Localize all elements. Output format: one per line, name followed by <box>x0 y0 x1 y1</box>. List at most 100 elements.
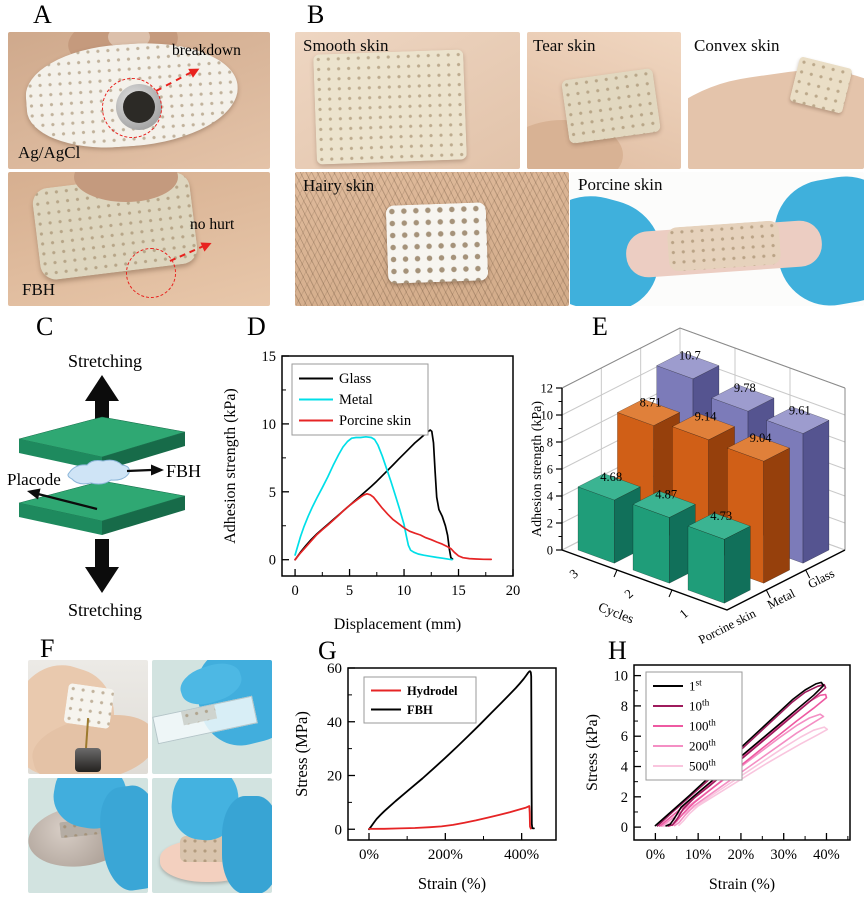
x-tick-label: 30% <box>770 847 797 863</box>
x-tick-label: 200% <box>428 847 463 863</box>
down-arrow-head <box>85 567 119 593</box>
x-tick-label: 400% <box>504 847 539 863</box>
chart-H-svg: 0% 10% 20% 30% 40% 0 2 4 6 8 10 Strain (%) Stress (k… <box>584 664 851 893</box>
bar-value-label: 10.7 <box>679 349 701 363</box>
y-tick-label: 10 <box>262 417 277 433</box>
no-hurt-annotation-text: no hurt <box>190 216 235 233</box>
stretching-bottom-label: Stretching <box>68 600 142 620</box>
photo-tear-skin: Tear skin <box>527 32 681 169</box>
z-tick-label: 0 <box>547 544 553 558</box>
photo-weight-hanging <box>28 660 148 774</box>
y-axis-label: Stress (MPa) <box>292 711 311 797</box>
series-metal-line <box>294 435 453 561</box>
photo-hairy-skin: Hairy skin <box>295 172 569 306</box>
breakdown-annotation-text: breakdown <box>172 42 241 59</box>
photo-fbh-patch: no hurt FBH <box>8 172 270 306</box>
material-tick-label: Metal <box>765 586 798 612</box>
device-demo-photo-grid <box>28 660 272 893</box>
cycles-axis-label: Cycles <box>596 599 636 626</box>
chart-E-svg: 0 2 4 6 8 10 12 Adhesion strength (kPa) 3 2 1 Cycle… <box>530 327 846 647</box>
breakdown-annotation-circle <box>102 78 162 138</box>
photo-caption-hairy-skin: Hairy skin <box>303 176 375 195</box>
y-tick-label: 6 <box>621 729 628 745</box>
panel-a-label: A <box>33 0 52 29</box>
panel-d-label: D <box>247 312 266 341</box>
y-tick-label: 5 <box>269 485 276 501</box>
fbh-film-label: FBH <box>166 461 201 481</box>
bar-value-label: 4.87 <box>655 487 677 501</box>
z-tick-label: 12 <box>541 382 554 396</box>
down-arrow-shaft <box>95 539 109 569</box>
series-hydrodel-line <box>368 805 532 830</box>
y-axis-label: Stress (kPa) <box>584 714 601 791</box>
no-hurt-annotation-circle <box>126 248 176 298</box>
material-tick-label: Porcine skin <box>696 606 758 647</box>
x-tick-label: 20 <box>506 583 521 599</box>
y-tick-label: 2 <box>621 790 628 806</box>
legend-label-metal: Metal <box>339 392 373 408</box>
panel-h-label: H <box>608 636 627 665</box>
panel-g-label: G <box>318 636 337 665</box>
y-tick-label: 60 <box>327 661 342 677</box>
patch-shape <box>313 49 467 165</box>
stretching-top-label: Stretching <box>68 351 142 371</box>
chart-D-svg: 0 5 10 15 20 0 5 10 15 Displacement (mm) Adhesion … <box>222 349 521 633</box>
y-tick-label: 0 <box>335 822 343 838</box>
bar-value-label: 9.61 <box>789 403 811 417</box>
photo-convex-skin: Convex skin <box>688 32 864 169</box>
placode-pointer-head <box>27 488 41 500</box>
photo-agagcl-electrode: breakdown Ag/AgCl <box>8 32 270 169</box>
adhesion-3d-bar-chart: 0 2 4 6 8 10 12 Adhesion strength (kPa) 3 2 1 Cycle… <box>528 320 867 657</box>
y-tick-label: 0 <box>621 820 628 836</box>
x-tick-label: 10 <box>397 583 412 599</box>
legend-label-fbh: FBH <box>407 703 433 717</box>
x-tick-label: 40% <box>813 847 840 863</box>
legend-label-10th: 10th <box>689 699 710 714</box>
panel-f-label: F <box>40 634 55 663</box>
legend-label-100th: 100th <box>689 719 716 734</box>
z-tick-label: 2 <box>547 517 553 531</box>
photo-porcine-skin: Porcine skin <box>570 172 864 306</box>
z-tick-label: 8 <box>547 436 553 450</box>
cycles-tick-label: 1 <box>676 606 691 622</box>
y-tick-label: 10 <box>614 669 629 685</box>
photo-caption-convex-skin: Convex skin <box>694 36 780 55</box>
x-axis-label: Strain (%) <box>709 876 775 893</box>
x-tick-label: 0 <box>291 583 298 599</box>
panel-b-label: B <box>307 0 325 29</box>
bar-porcine-skin-cycle-3: 4.68 <box>577 470 641 564</box>
adhesion-displacement-chart: 0 5 10 15 20 0 5 10 15 Displacement (mm) Adhesion … <box>220 330 527 643</box>
cycles-tick-label: 2 <box>621 586 636 602</box>
bar-porcine-skin-cycle-2: 4.87 <box>632 487 696 584</box>
patch-shape <box>560 67 662 145</box>
legend-label-1st: 1st <box>689 679 702 694</box>
photo-caption-tear-skin: Tear skin <box>533 36 596 55</box>
legend-label-500th: 500th <box>689 759 716 774</box>
no-hurt-arrowhead <box>200 238 214 252</box>
x-tick-label: 0% <box>359 847 379 863</box>
bar-value-label: 4.68 <box>600 470 622 484</box>
series-porcine-skin-line <box>294 492 493 561</box>
panel-c-label: C <box>36 312 54 341</box>
weight-shape <box>75 748 101 772</box>
photo-porcine-press <box>152 778 272 893</box>
z-tick-label: 4 <box>547 490 554 504</box>
x-axis-label: Strain (%) <box>418 874 486 893</box>
series-500th-line <box>663 726 829 828</box>
chart-G-svg: 0% 200% 400% 0 20 40 60 Strain (%) Stress (MPa) H… <box>292 661 557 893</box>
legend-label-200th: 200th <box>689 739 716 754</box>
fbh-pointer-line <box>126 468 152 473</box>
y-tick-label: 0 <box>269 553 276 569</box>
bar-value-label: 9.14 <box>695 410 718 424</box>
y-tick-label: 4 <box>621 760 629 776</box>
x-tick-label: 0% <box>646 847 665 863</box>
y-tick-label: 20 <box>327 769 342 785</box>
bar-value-label: 8.71 <box>640 395 662 409</box>
y-tick-label: 15 <box>262 349 277 365</box>
stress-strain-cycles-chart: 0% 10% 20% 30% 40% 0 2 4 6 8 10 Strain (%) Stress (k… <box>582 652 866 899</box>
patch-shape <box>666 220 782 272</box>
panel-e-label: E <box>592 312 608 341</box>
y-tick-label: 40 <box>327 715 342 731</box>
fbh-film-shape <box>67 459 130 485</box>
